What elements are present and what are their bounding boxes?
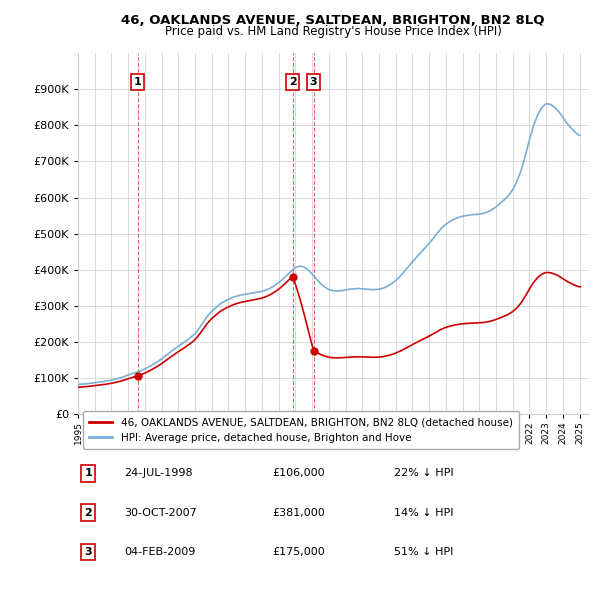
Text: 2: 2	[289, 77, 296, 87]
Text: 3: 3	[85, 547, 92, 557]
Text: 46, OAKLANDS AVENUE, SALTDEAN, BRIGHTON, BN2 8LQ: 46, OAKLANDS AVENUE, SALTDEAN, BRIGHTON,…	[121, 14, 545, 27]
Text: 1: 1	[85, 468, 92, 478]
Text: 24-JUL-1998: 24-JUL-1998	[124, 468, 193, 478]
Text: 14% ↓ HPI: 14% ↓ HPI	[394, 507, 454, 517]
Text: £381,000: £381,000	[272, 507, 325, 517]
Text: 51% ↓ HPI: 51% ↓ HPI	[394, 547, 454, 557]
Text: £175,000: £175,000	[272, 547, 325, 557]
Legend: 46, OAKLANDS AVENUE, SALTDEAN, BRIGHTON, BN2 8LQ (detached house), HPI: Average : 46, OAKLANDS AVENUE, SALTDEAN, BRIGHTON,…	[83, 411, 519, 449]
Text: £106,000: £106,000	[272, 468, 325, 478]
Text: 30-OCT-2007: 30-OCT-2007	[124, 507, 197, 517]
Text: 22% ↓ HPI: 22% ↓ HPI	[394, 468, 454, 478]
Text: 1: 1	[134, 77, 142, 87]
Text: 3: 3	[310, 77, 317, 87]
Text: Price paid vs. HM Land Registry's House Price Index (HPI): Price paid vs. HM Land Registry's House …	[164, 25, 502, 38]
Text: 2: 2	[85, 507, 92, 517]
Text: 04-FEB-2009: 04-FEB-2009	[124, 547, 195, 557]
